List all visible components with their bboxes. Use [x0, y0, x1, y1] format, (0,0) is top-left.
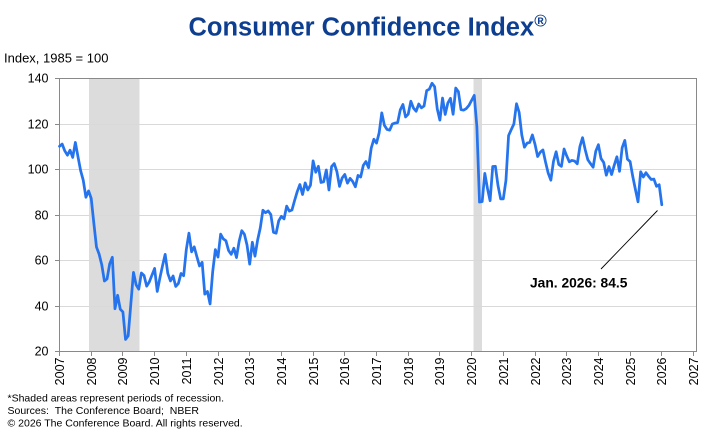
- svg-text:Consumer Confidence Index®: Consumer Confidence Index®: [188, 11, 547, 41]
- svg-text:2025: 2025: [624, 357, 638, 385]
- svg-text:2010: 2010: [148, 357, 162, 385]
- svg-text:2008: 2008: [85, 357, 99, 385]
- svg-text:2015: 2015: [307, 357, 321, 385]
- svg-text:Sources: The Conference Board: Sources: The Conference Board; NBER: [8, 405, 200, 417]
- svg-text:80: 80: [35, 209, 49, 223]
- svg-text:2026: 2026: [655, 357, 669, 385]
- svg-text:Index, 1985 = 100: Index, 1985 = 100: [4, 50, 108, 65]
- svg-text:2022: 2022: [529, 357, 543, 385]
- svg-text:2021: 2021: [497, 357, 511, 385]
- svg-text:120: 120: [28, 118, 49, 132]
- svg-text:140: 140: [28, 72, 49, 86]
- svg-text:2020: 2020: [465, 357, 479, 385]
- svg-text:2024: 2024: [592, 357, 606, 385]
- svg-text:2027: 2027: [687, 357, 701, 385]
- svg-text:2018: 2018: [402, 357, 416, 385]
- svg-text:2019: 2019: [433, 357, 447, 385]
- svg-text:*Shaded areas represent period: *Shaded areas represent periods of reces…: [8, 392, 225, 404]
- svg-text:60: 60: [35, 254, 49, 268]
- svg-text:20: 20: [35, 345, 49, 359]
- svg-text:2011: 2011: [180, 357, 194, 384]
- svg-text:40: 40: [35, 300, 49, 314]
- svg-text:2017: 2017: [370, 357, 384, 385]
- svg-text:2014: 2014: [275, 357, 289, 385]
- svg-text:© 2026 The Conference Board. A: © 2026 The Conference Board. All rights …: [8, 417, 243, 429]
- svg-text:2009: 2009: [116, 357, 130, 385]
- svg-text:100: 100: [28, 163, 49, 177]
- svg-text:Jan. 2026: 84.5: Jan. 2026: 84.5: [530, 276, 628, 291]
- svg-text:2007: 2007: [53, 357, 67, 385]
- svg-text:2016: 2016: [338, 357, 352, 385]
- svg-text:2023: 2023: [560, 357, 574, 385]
- svg-text:2013: 2013: [243, 357, 257, 385]
- svg-text:2012: 2012: [212, 357, 226, 385]
